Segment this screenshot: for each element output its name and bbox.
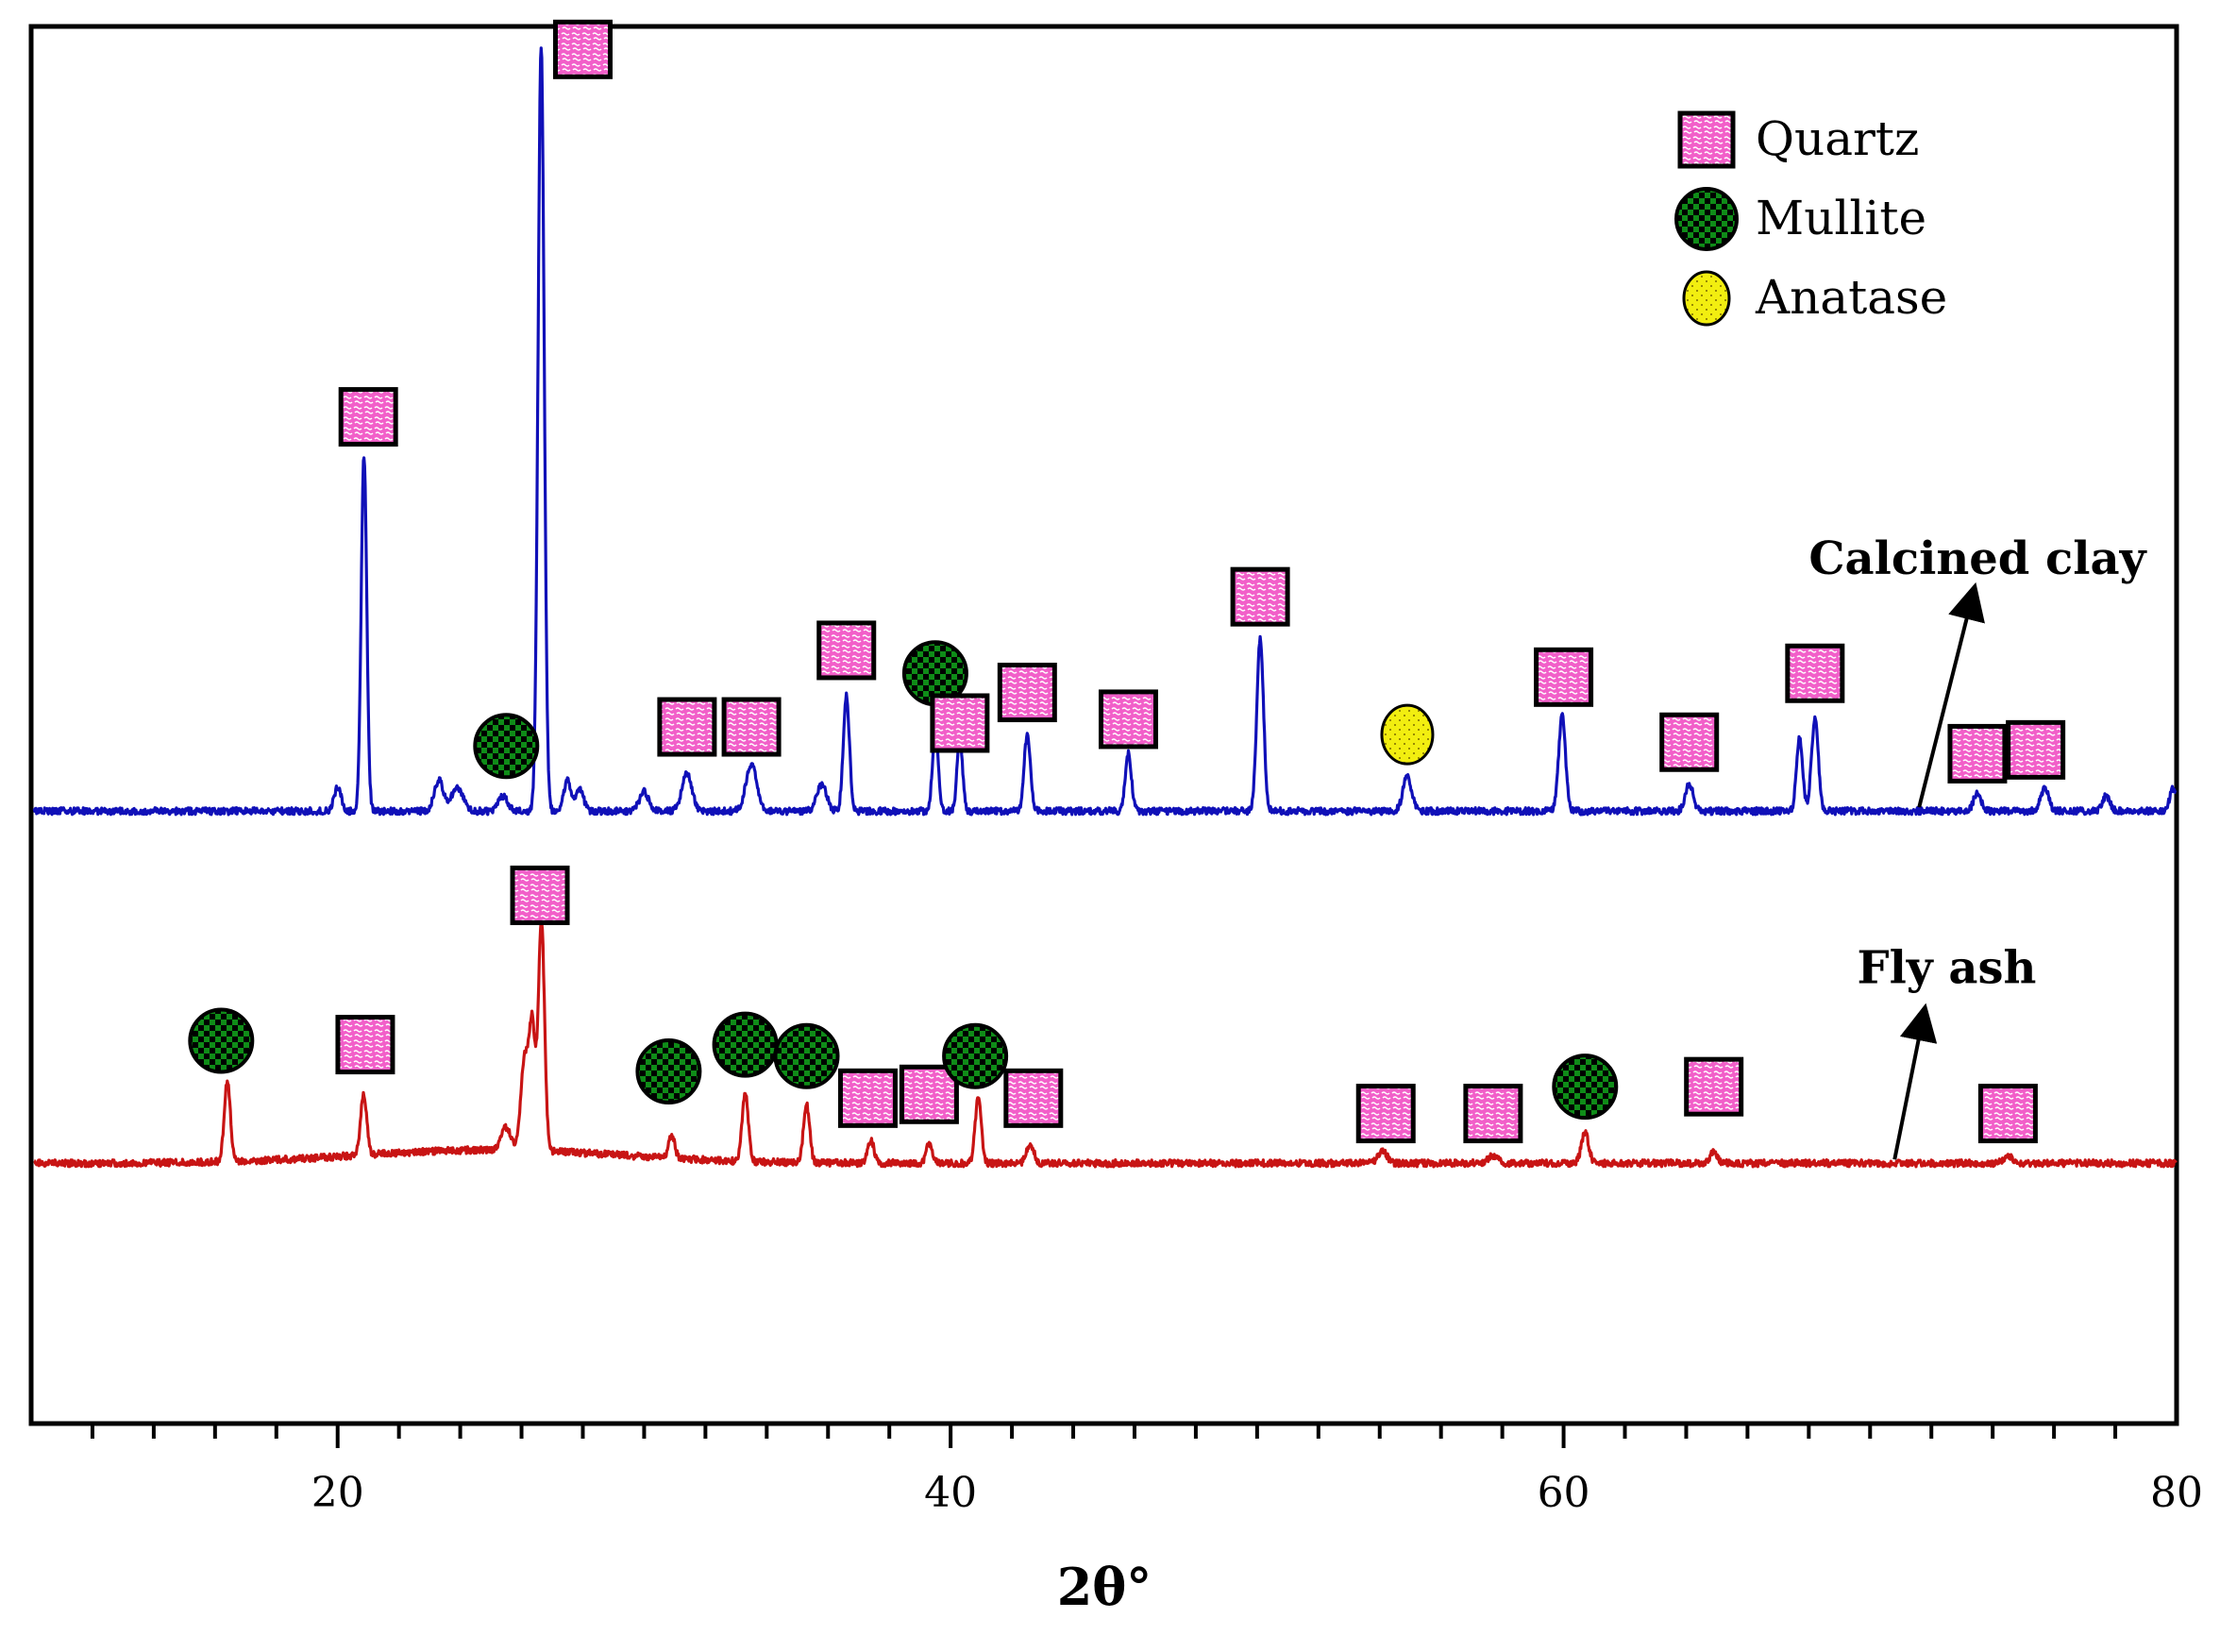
series-line-calcined-clay bbox=[32, 46, 2178, 817]
quartz-marker-icon bbox=[899, 1064, 959, 1124]
legend-label-quartz: Quartz bbox=[1756, 111, 1919, 166]
legend: Quartz Mullite Anatase bbox=[1674, 110, 1947, 327]
x-axis: 20 40 60 80 bbox=[90, 1424, 2203, 1517]
quartz-marker-icon bbox=[1677, 110, 1736, 169]
mullite-marker-icon bbox=[712, 1011, 779, 1078]
mullite-marker-icon bbox=[473, 713, 540, 780]
quartz-marker-icon bbox=[2006, 719, 2066, 780]
quartz-marker-icon bbox=[1977, 1084, 2038, 1144]
mullite-marker-icon bbox=[188, 1007, 255, 1074]
peak-annotation-layer bbox=[188, 19, 2066, 1144]
series-line-fly-ash bbox=[33, 919, 2178, 1169]
quartz-marker-icon bbox=[1355, 1084, 1416, 1144]
mullite-marker-icon bbox=[1552, 1054, 1619, 1121]
quartz-marker-icon bbox=[1463, 1084, 1523, 1144]
quartz-marker-icon bbox=[338, 387, 398, 447]
quartz-marker-icon bbox=[1684, 1056, 1744, 1117]
series-label-fly-ash: Fly ash bbox=[1857, 942, 2036, 995]
quartz-marker-icon bbox=[1230, 566, 1290, 627]
quartz-marker-icon bbox=[657, 697, 717, 757]
x-tick-label: 20 bbox=[311, 1469, 364, 1517]
series-arrow bbox=[1892, 1003, 1938, 1160]
mullite-marker-icon bbox=[773, 1022, 840, 1089]
anatase-marker-icon bbox=[1380, 703, 1435, 766]
legend-label-anatase: Anatase bbox=[1755, 270, 1947, 325]
series-arrow bbox=[1917, 582, 1985, 808]
x-tick-label: 60 bbox=[1538, 1469, 1590, 1517]
anatase-marker-icon bbox=[1682, 270, 1731, 327]
mullite-marker-icon bbox=[1674, 187, 1739, 251]
legend-label-mullite: Mullite bbox=[1756, 191, 1926, 245]
series-layer: Calcined clay Fly ash bbox=[32, 46, 2178, 1169]
series-label-calcined-clay: Calcined clay bbox=[1808, 532, 2147, 585]
quartz-marker-icon bbox=[510, 865, 570, 925]
x-tick-label: 80 bbox=[2150, 1469, 2203, 1517]
x-axis-label: 2θ° bbox=[1057, 1557, 1152, 1617]
quartz-marker-icon bbox=[721, 697, 782, 757]
mullite-marker-icon bbox=[635, 1037, 702, 1104]
mullite-marker-icon bbox=[942, 1022, 1009, 1089]
quartz-marker-icon bbox=[816, 620, 877, 681]
quartz-marker-icon bbox=[552, 19, 613, 79]
quartz-marker-icon bbox=[1098, 689, 1158, 750]
plot-frame bbox=[28, 24, 2179, 1426]
quartz-marker-icon bbox=[930, 693, 990, 753]
quartz-marker-icon bbox=[837, 1068, 898, 1128]
quartz-marker-icon bbox=[1534, 647, 1594, 707]
quartz-marker-icon bbox=[1947, 723, 2008, 784]
x-tick-label: 40 bbox=[924, 1469, 977, 1517]
quartz-marker-icon bbox=[997, 663, 1057, 723]
quartz-marker-icon bbox=[335, 1015, 395, 1075]
quartz-marker-icon bbox=[1003, 1068, 1064, 1128]
quartz-marker-icon bbox=[1785, 643, 1845, 703]
quartz-marker-icon bbox=[1659, 712, 1720, 772]
